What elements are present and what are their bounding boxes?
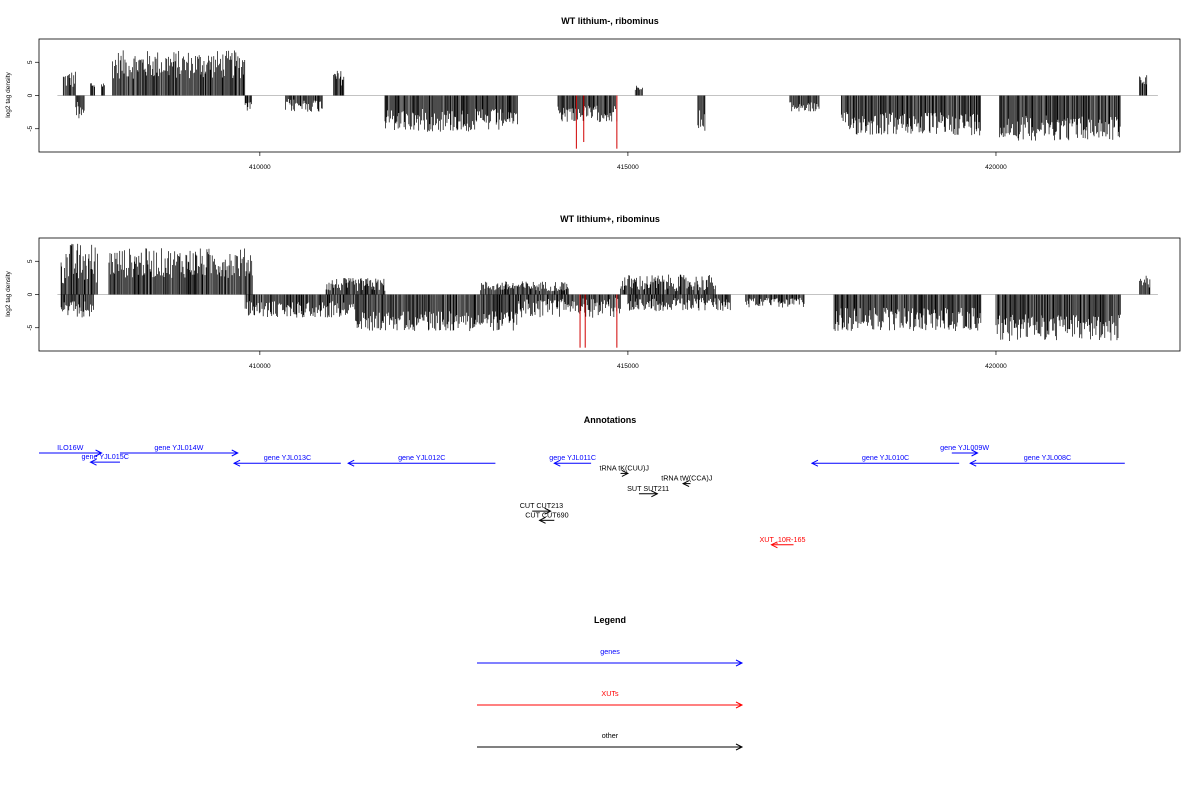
annotation-feature: gene YJL012C xyxy=(347,453,496,467)
feature-label: gene YJL015C xyxy=(82,452,129,461)
y-axis-label-2: log2 tag density xyxy=(5,270,12,316)
y-tick-label: 5 xyxy=(27,60,34,64)
annotation-feature: gene YJL010C xyxy=(810,453,960,467)
y-tick-label: -5 xyxy=(27,125,34,131)
annotations-title: Annotations xyxy=(584,415,637,425)
feature-label: CUT CUT213 xyxy=(520,501,563,510)
feature-label: gene YJL009W xyxy=(940,443,989,452)
y-tick-label: 0 xyxy=(27,292,34,296)
arrow-icon xyxy=(735,701,744,709)
legend-item: XUTs xyxy=(477,689,744,709)
annotation-feature: gene YJL011C xyxy=(549,453,596,467)
arrow-icon xyxy=(770,541,778,549)
x-tick-label: 410000 xyxy=(249,164,271,171)
track-panel-1: WT lithium-, ribominus log2 tag density … xyxy=(5,16,1181,171)
annotation-feature: CUT CUT213 xyxy=(520,501,563,515)
feature-label: XUT_10R-165 xyxy=(760,535,806,544)
arrow-icon xyxy=(231,449,239,457)
feature-label: CUT CUT690 xyxy=(525,510,568,519)
feature-label: tRNA tW(CCA)J xyxy=(661,474,713,483)
arrow-icon xyxy=(553,459,561,467)
legend-label: genes xyxy=(600,647,620,656)
arrow-icon xyxy=(232,459,241,467)
feature-label: gene YJL008C xyxy=(1024,453,1071,462)
annotation-feature: gene YJL014W xyxy=(119,443,239,457)
plot-area-1: 410000 415000 420000 5 0 -5 xyxy=(27,50,1158,171)
y-tick-label: 0 xyxy=(27,93,34,97)
annotation-feature: SUT SUT211 xyxy=(627,484,669,498)
track-title-1: WT lithium-, ribominus xyxy=(561,16,659,26)
y-axis-label-1: log2 tag density xyxy=(5,71,12,117)
annotation-feature: gene YJL009W xyxy=(940,443,989,457)
legend-title: Legend xyxy=(594,615,626,625)
feature-label: gene YJL014W xyxy=(154,443,203,452)
legend-panel: Legend genes XUTs other xyxy=(477,615,744,751)
annotation-feature: ILO16W xyxy=(39,443,103,457)
x-tick-label: 410000 xyxy=(249,363,271,370)
x-tick-label: 420000 xyxy=(985,363,1007,370)
legend-item: genes xyxy=(477,647,744,667)
annotation-feature: gene YJL008C xyxy=(969,453,1125,467)
feature-label: gene YJL013C xyxy=(264,453,311,462)
x-tick-label: 415000 xyxy=(617,164,639,171)
arrow-icon xyxy=(544,507,552,515)
arrow-icon xyxy=(538,516,546,524)
annotation-feature: CUT CUT690 xyxy=(525,510,569,524)
arrow-icon xyxy=(810,459,819,467)
arrow-icon xyxy=(95,449,103,457)
legend-label: XUTs xyxy=(601,689,619,698)
legend-items: genes XUTs other xyxy=(477,647,744,751)
annotation-feature: gene YJL013C xyxy=(232,453,341,467)
arrow-icon xyxy=(735,743,744,751)
annotation-feature: tRNA tW(CCA)J xyxy=(661,474,713,488)
annotation-feature: tRNA tK(CUU)J xyxy=(599,463,649,477)
track-panel-2: WT lithium+, ribominus log2 tag density … xyxy=(5,214,1181,370)
arrow-icon xyxy=(89,458,97,466)
y-tick-label: 5 xyxy=(27,259,34,263)
feature-label: gene YJL010C xyxy=(862,453,909,462)
feature-label: gene YJL011C xyxy=(549,453,596,462)
arrow-icon xyxy=(969,459,977,467)
legend-label: other xyxy=(602,731,619,740)
x-tick-label: 420000 xyxy=(985,164,1007,171)
feature-label: gene YJL012C xyxy=(398,453,445,462)
feature-label: SUT SUT211 xyxy=(627,484,669,493)
arrow-icon xyxy=(971,449,979,457)
y-tick-label: -5 xyxy=(27,324,34,330)
annotation-feature: gene YJL015C xyxy=(82,452,129,466)
arrow-icon xyxy=(651,490,659,498)
feature-label: tRNA tK(CUU)J xyxy=(599,463,649,472)
track-title-2: WT lithium+, ribominus xyxy=(560,214,660,224)
plot-area-2: 410000 415000 420000 5 0 -5 xyxy=(27,243,1158,370)
arrow-icon xyxy=(347,459,355,467)
arrow-icon xyxy=(621,469,630,477)
feature-label: ILO16W xyxy=(57,443,84,452)
arrow-icon xyxy=(735,659,744,667)
x-tick-label: 415000 xyxy=(617,363,639,370)
legend-item: other xyxy=(477,731,744,751)
annotation-feature: XUT_10R-165 xyxy=(760,535,806,549)
arrow-icon xyxy=(681,480,690,488)
